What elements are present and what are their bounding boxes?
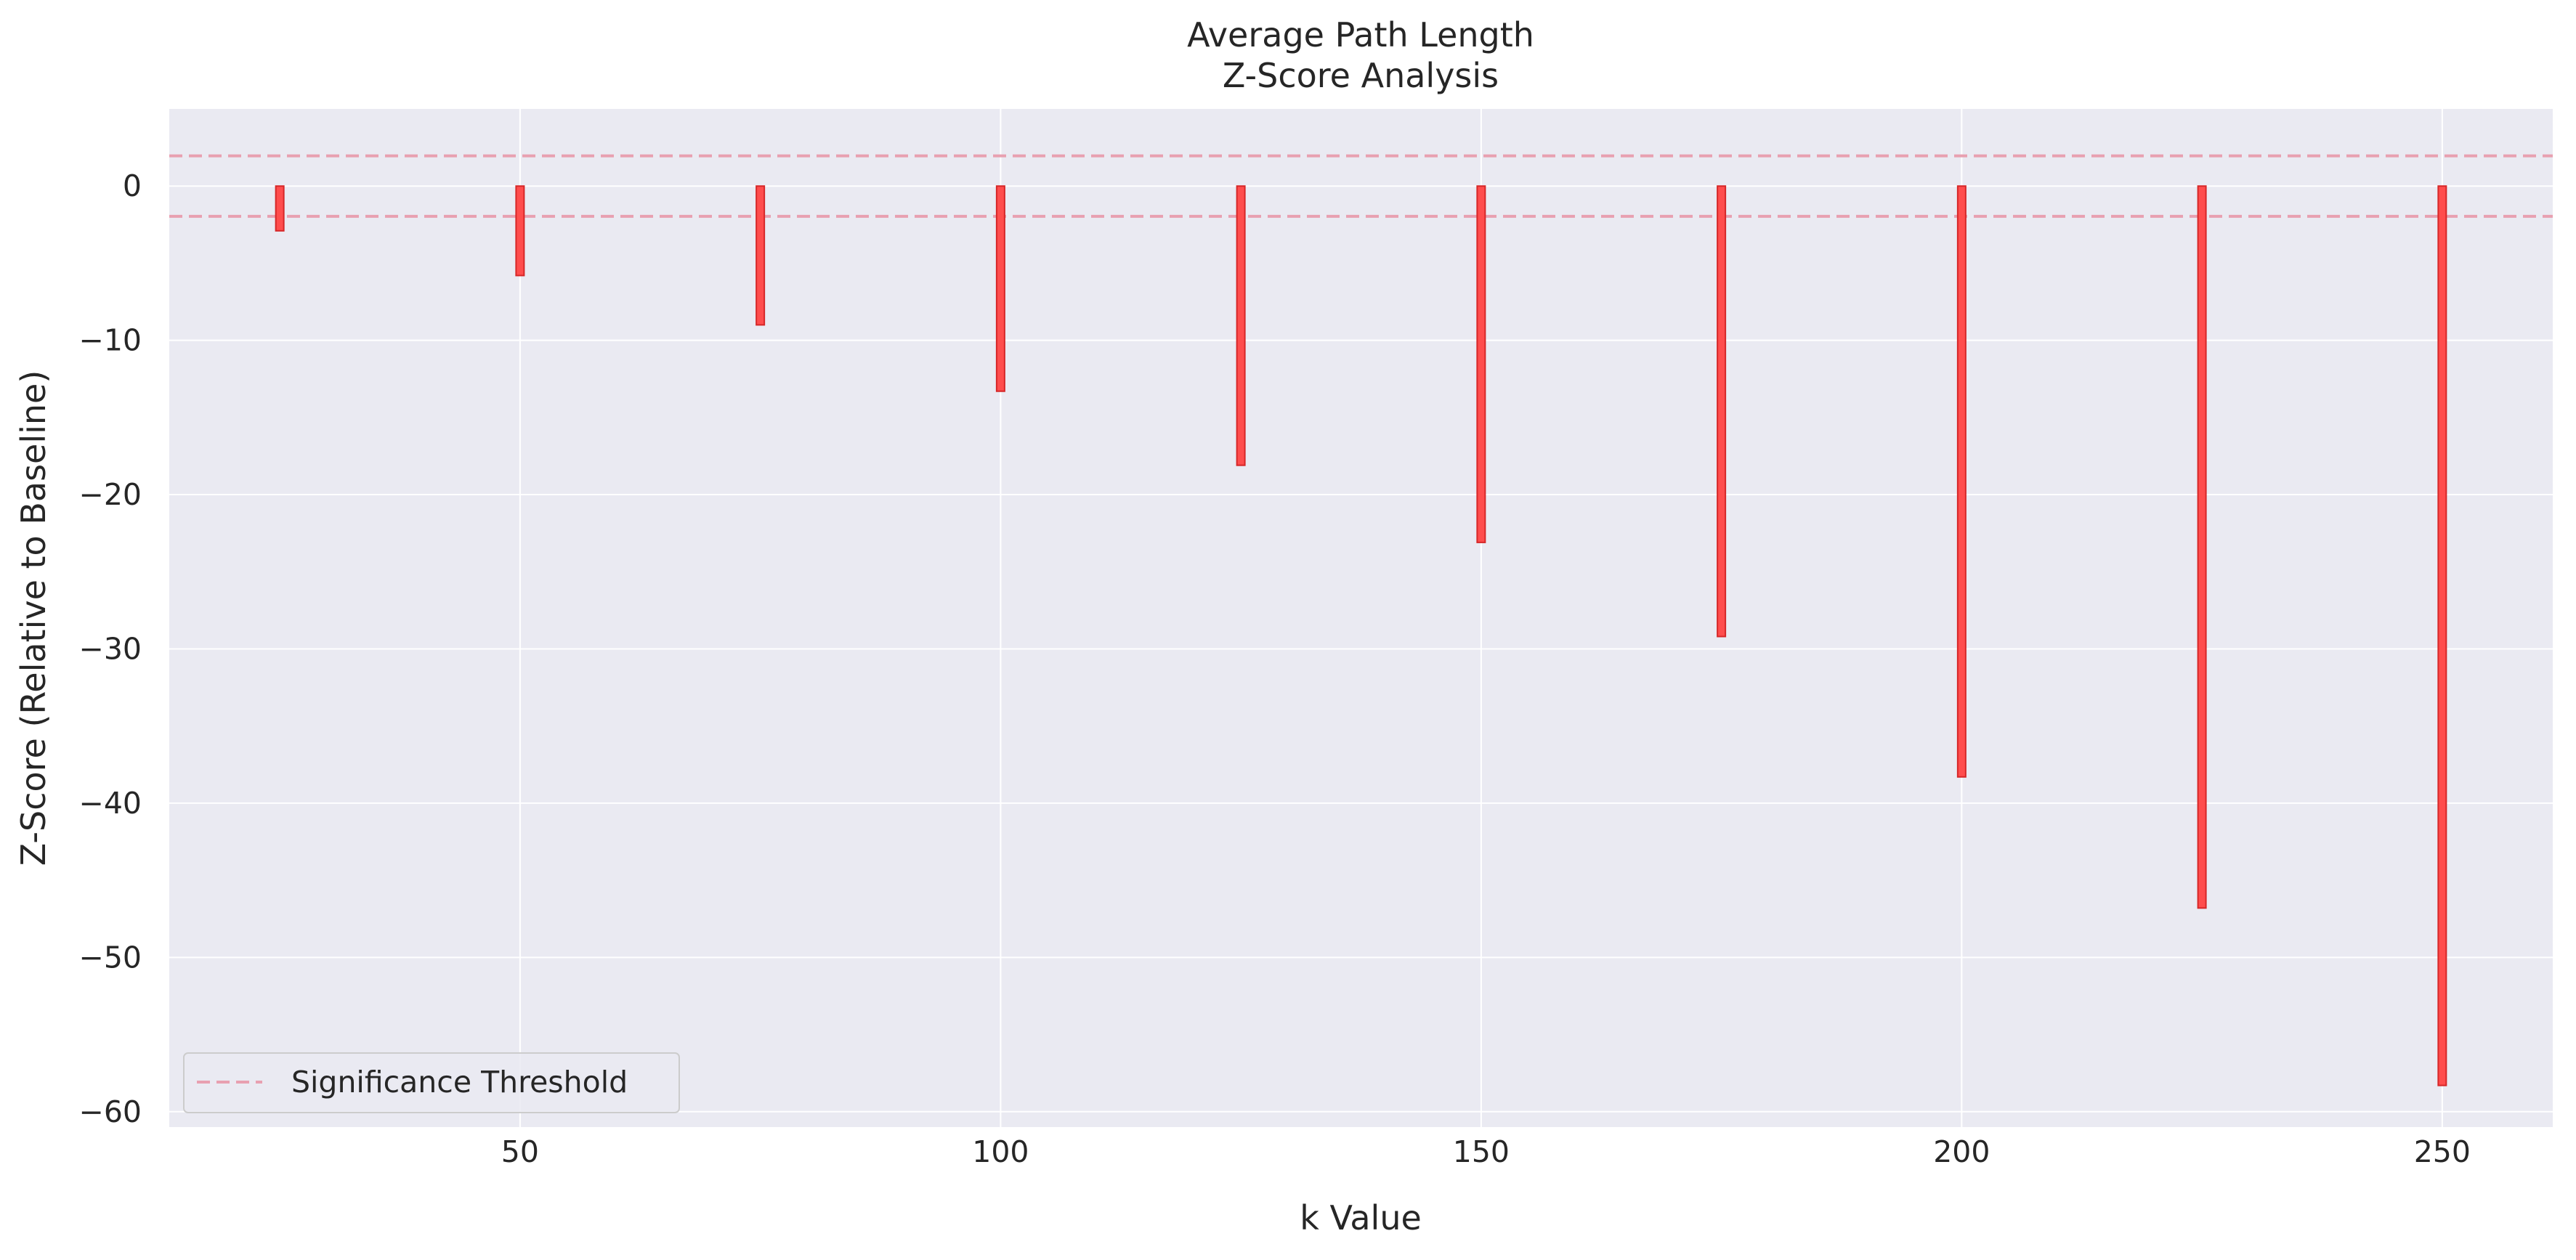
- bars: [275, 185, 2447, 1086]
- x-axis-label: k Value: [1300, 1198, 1422, 1237]
- legend: Significance Threshold: [183, 1052, 680, 1113]
- y-axis-label: Z-Score (Relative to Baseline): [14, 370, 53, 866]
- legend-box: [183, 1052, 680, 1113]
- y-tick-label: −60: [78, 1094, 142, 1129]
- bar: [2197, 185, 2207, 909]
- y-tick-label: −10: [78, 323, 142, 358]
- x-tick-label: 200: [1933, 1134, 1990, 1169]
- chart-subtitle: Z-Score Analysis: [1223, 56, 1499, 95]
- x-tick-label: 50: [501, 1134, 539, 1169]
- y-tick-labels: 0 −10 −20 −30 −40 −50 −60: [78, 168, 142, 1129]
- x-tick-label: 250: [2414, 1134, 2471, 1169]
- x-tick-labels: 50 100 150 200 250: [501, 1134, 2471, 1169]
- bar: [1717, 185, 1727, 638]
- x-tick-label: 100: [972, 1134, 1029, 1169]
- bar: [275, 185, 285, 232]
- y-tick-label: −30: [78, 631, 142, 666]
- bar: [756, 185, 766, 326]
- y-tick-label: 0: [123, 168, 142, 203]
- bar: [1236, 185, 1246, 466]
- chart-title: Average Path Length: [1187, 15, 1534, 54]
- legend-label: Significance Threshold: [291, 1065, 628, 1100]
- x-tick-label: 150: [1453, 1134, 1510, 1169]
- bar: [2437, 185, 2447, 1086]
- bar: [515, 185, 525, 277]
- y-tick-label: −50: [78, 940, 142, 975]
- bar: [1956, 185, 1967, 778]
- y-tick-label: −40: [78, 786, 142, 821]
- significance-threshold-lines: [169, 154, 2553, 218]
- y-tick-label: −20: [78, 477, 142, 512]
- bar: [995, 185, 1005, 392]
- plot-background: [169, 109, 2553, 1127]
- bar: [1476, 185, 1486, 543]
